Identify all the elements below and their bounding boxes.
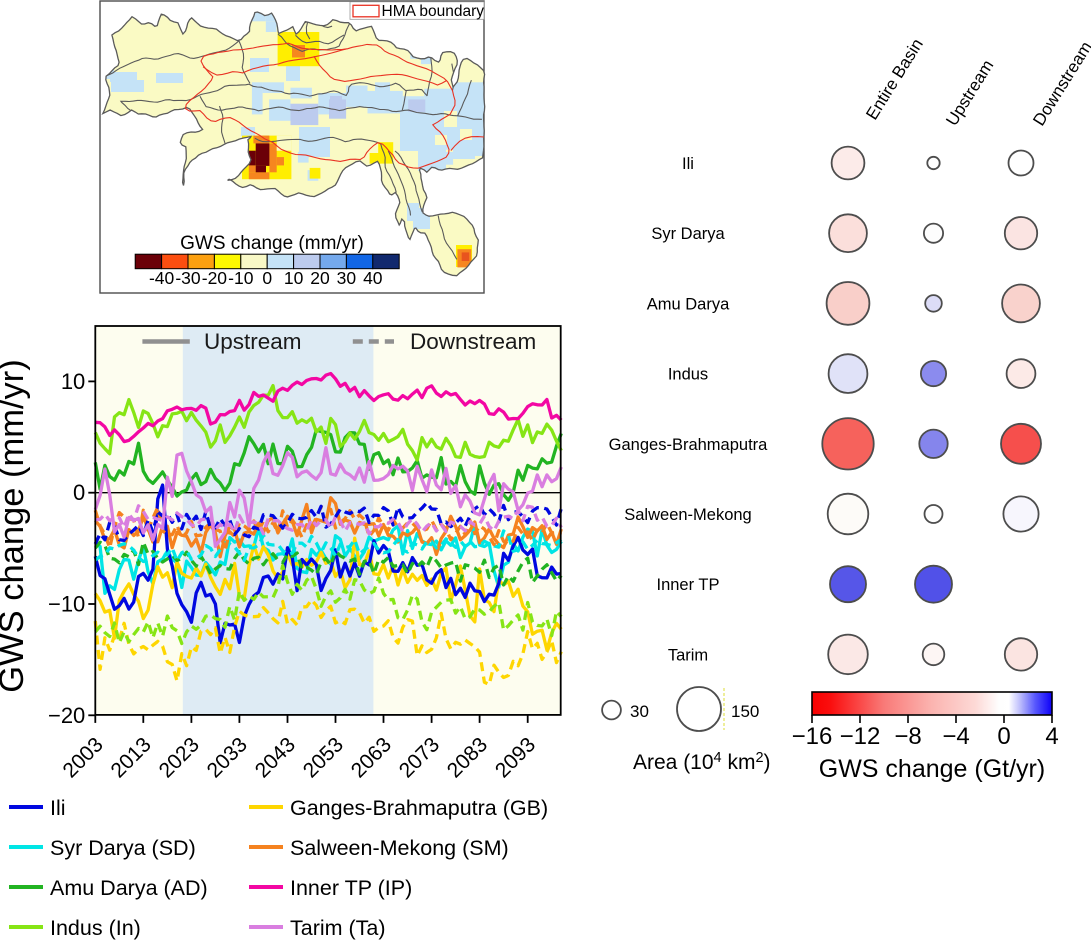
svg-text:-20: -20 <box>202 268 228 288</box>
svg-text:-40: -40 <box>149 268 175 288</box>
svg-text:Indus: Indus <box>668 366 708 384</box>
svg-text:40: 40 <box>363 268 383 288</box>
svg-text:Ili: Ili <box>50 796 66 820</box>
svg-text:Upstream: Upstream <box>204 329 302 354</box>
svg-text:-10: -10 <box>228 268 254 288</box>
svg-text:−4: −4 <box>942 723 969 750</box>
svg-text:−16: −16 <box>792 723 833 750</box>
svg-text:10: 10 <box>61 369 85 394</box>
svg-text:Inner TP: Inner TP <box>657 576 720 594</box>
svg-text:Ili: Ili <box>682 155 694 173</box>
svg-text:−12: −12 <box>840 723 881 750</box>
svg-text:20: 20 <box>310 268 330 288</box>
svg-text:150: 150 <box>731 702 759 721</box>
svg-text:Salween-Mekong: Salween-Mekong <box>624 506 752 524</box>
svg-text:30: 30 <box>630 702 649 721</box>
svg-text:GWS change (Gt/yr): GWS change (Gt/yr) <box>819 755 1045 783</box>
svg-text:Downstream: Downstream <box>410 329 536 354</box>
svg-text:4: 4 <box>1045 723 1058 750</box>
svg-text:Inner TP (IP): Inner TP (IP) <box>290 876 412 900</box>
svg-text:GWS change (mm/yr): GWS change (mm/yr) <box>0 359 31 693</box>
svg-text:0: 0 <box>997 723 1010 750</box>
svg-text:−20: −20 <box>48 703 85 728</box>
svg-text:Indus (In): Indus (In) <box>50 916 141 940</box>
svg-text:−8: −8 <box>894 723 921 750</box>
svg-text:HMA boundary: HMA boundary <box>382 3 485 20</box>
svg-text:Area (104 km2): Area (104 km2) <box>633 750 771 774</box>
svg-text:0: 0 <box>73 480 85 505</box>
svg-text:−10: −10 <box>48 592 85 617</box>
svg-text:Amu Darya (AD): Amu Darya (AD) <box>50 876 208 900</box>
svg-text:Ganges-Brahmaputra (GB): Ganges-Brahmaputra (GB) <box>290 796 548 820</box>
svg-text:Tarim (Ta): Tarim (Ta) <box>290 916 386 940</box>
svg-text:Syr Darya: Syr Darya <box>651 225 725 243</box>
svg-text:Ganges-Brahmaputra: Ganges-Brahmaputra <box>609 436 768 454</box>
svg-text:Amu Darya: Amu Darya <box>647 295 730 313</box>
svg-text:10: 10 <box>284 268 304 288</box>
svg-text:0: 0 <box>262 268 272 288</box>
svg-text:Syr Darya (SD): Syr Darya (SD) <box>50 836 196 860</box>
svg-text:30: 30 <box>337 268 357 288</box>
svg-text:Tarim: Tarim <box>668 646 708 664</box>
svg-text:-30: -30 <box>175 268 201 288</box>
svg-text:Salween-Mekong (SM): Salween-Mekong (SM) <box>290 836 509 860</box>
svg-text:GWS change (mm/yr): GWS change (mm/yr) <box>180 233 364 254</box>
